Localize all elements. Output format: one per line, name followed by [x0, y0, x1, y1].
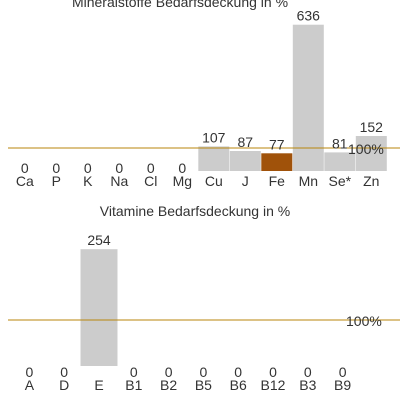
category-label-D: D — [59, 377, 69, 393]
value-label-Na: 0 — [115, 160, 123, 176]
bar-Fe — [261, 153, 293, 171]
category-label-Mn: Mn — [299, 173, 318, 189]
category-label-J: J — [242, 173, 249, 189]
bar-J — [229, 151, 261, 171]
category-label-Zn: Zn — [363, 173, 379, 189]
value-label-Fe: 77 — [269, 136, 285, 152]
category-label-A: A — [25, 377, 35, 393]
value-label-Cl: 0 — [147, 160, 155, 176]
category-label-Mg: Mg — [173, 173, 192, 189]
bar-Se* — [324, 152, 356, 171]
category-label-Se*: Se* — [329, 173, 352, 189]
vitamins-chart-title: Vitamine Bedarfsdeckung in % — [100, 203, 290, 219]
minerals-chart: Mineralstoffe Bedarfsdeckung in % 100%0C… — [8, 0, 400, 189]
value-label-B3: 0 — [304, 364, 312, 380]
category-label-K: K — [83, 173, 93, 189]
reference-line-label: 100% — [348, 141, 384, 157]
category-label-Fe: Fe — [269, 173, 286, 189]
value-label-B9: 0 — [339, 364, 347, 380]
value-label-Cu: 107 — [202, 129, 226, 145]
value-label-D: 0 — [60, 364, 68, 380]
bar-Cu — [198, 146, 230, 171]
bar-Mn — [292, 24, 324, 172]
value-label-Se*: 81 — [332, 135, 348, 151]
value-label-Ca: 0 — [21, 160, 29, 176]
category-label-P: P — [52, 173, 61, 189]
category-label-B1: B1 — [125, 377, 142, 393]
value-label-P: 0 — [52, 160, 60, 176]
value-label-B5: 0 — [200, 364, 208, 380]
value-label-K: 0 — [84, 160, 92, 176]
category-label-B5: B5 — [195, 377, 212, 393]
category-label-B3: B3 — [299, 377, 316, 393]
value-label-B6: 0 — [234, 364, 242, 380]
category-label-B9: B9 — [334, 377, 351, 393]
value-label-J: 87 — [238, 134, 254, 150]
category-label-Cu: Cu — [205, 173, 223, 189]
value-label-Zn: 152 — [360, 119, 384, 135]
value-label-A: 0 — [26, 364, 34, 380]
value-label-B2: 0 — [165, 364, 173, 380]
category-label-Na: Na — [110, 173, 128, 189]
value-label-E: 254 — [87, 232, 111, 248]
bar-E — [80, 249, 118, 366]
category-label-B6: B6 — [230, 377, 247, 393]
value-label-Mg: 0 — [178, 160, 186, 176]
value-label-B12: 0 — [269, 364, 277, 380]
category-label-B12: B12 — [261, 377, 286, 393]
category-label-B2: B2 — [160, 377, 177, 393]
value-label-B1: 0 — [130, 364, 138, 380]
bar-Zn — [355, 136, 387, 171]
category-label-Cl: Cl — [144, 173, 157, 189]
reference-line-label: 100% — [346, 313, 382, 329]
category-label-Ca: Ca — [16, 173, 34, 189]
minerals-chart-title: Mineralstoffe Bedarfsdeckung in % — [72, 0, 288, 10]
category-label-E: E — [94, 377, 103, 393]
value-label-Mn: 636 — [297, 8, 321, 24]
vitamins-chart: Vitamine Bedarfsdeckung in % 100%0A0D254… — [8, 203, 400, 393]
